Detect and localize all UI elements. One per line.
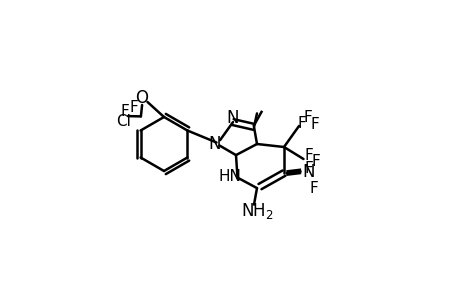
- Text: NH$_2$: NH$_2$: [240, 201, 273, 220]
- Text: F: F: [120, 103, 129, 118]
- Text: HN: HN: [218, 169, 241, 184]
- Text: F: F: [304, 148, 313, 164]
- Text: F: F: [129, 100, 138, 115]
- Text: N: N: [302, 163, 314, 181]
- Text: O: O: [135, 89, 148, 107]
- Text: F: F: [309, 117, 318, 132]
- Text: N: N: [226, 109, 239, 127]
- Text: N: N: [208, 135, 221, 153]
- Text: F: F: [297, 116, 305, 131]
- Text: F: F: [310, 154, 319, 169]
- Text: F: F: [303, 110, 312, 125]
- Text: F: F: [309, 181, 318, 196]
- Text: F: F: [304, 161, 313, 176]
- Text: Cl: Cl: [116, 114, 131, 129]
